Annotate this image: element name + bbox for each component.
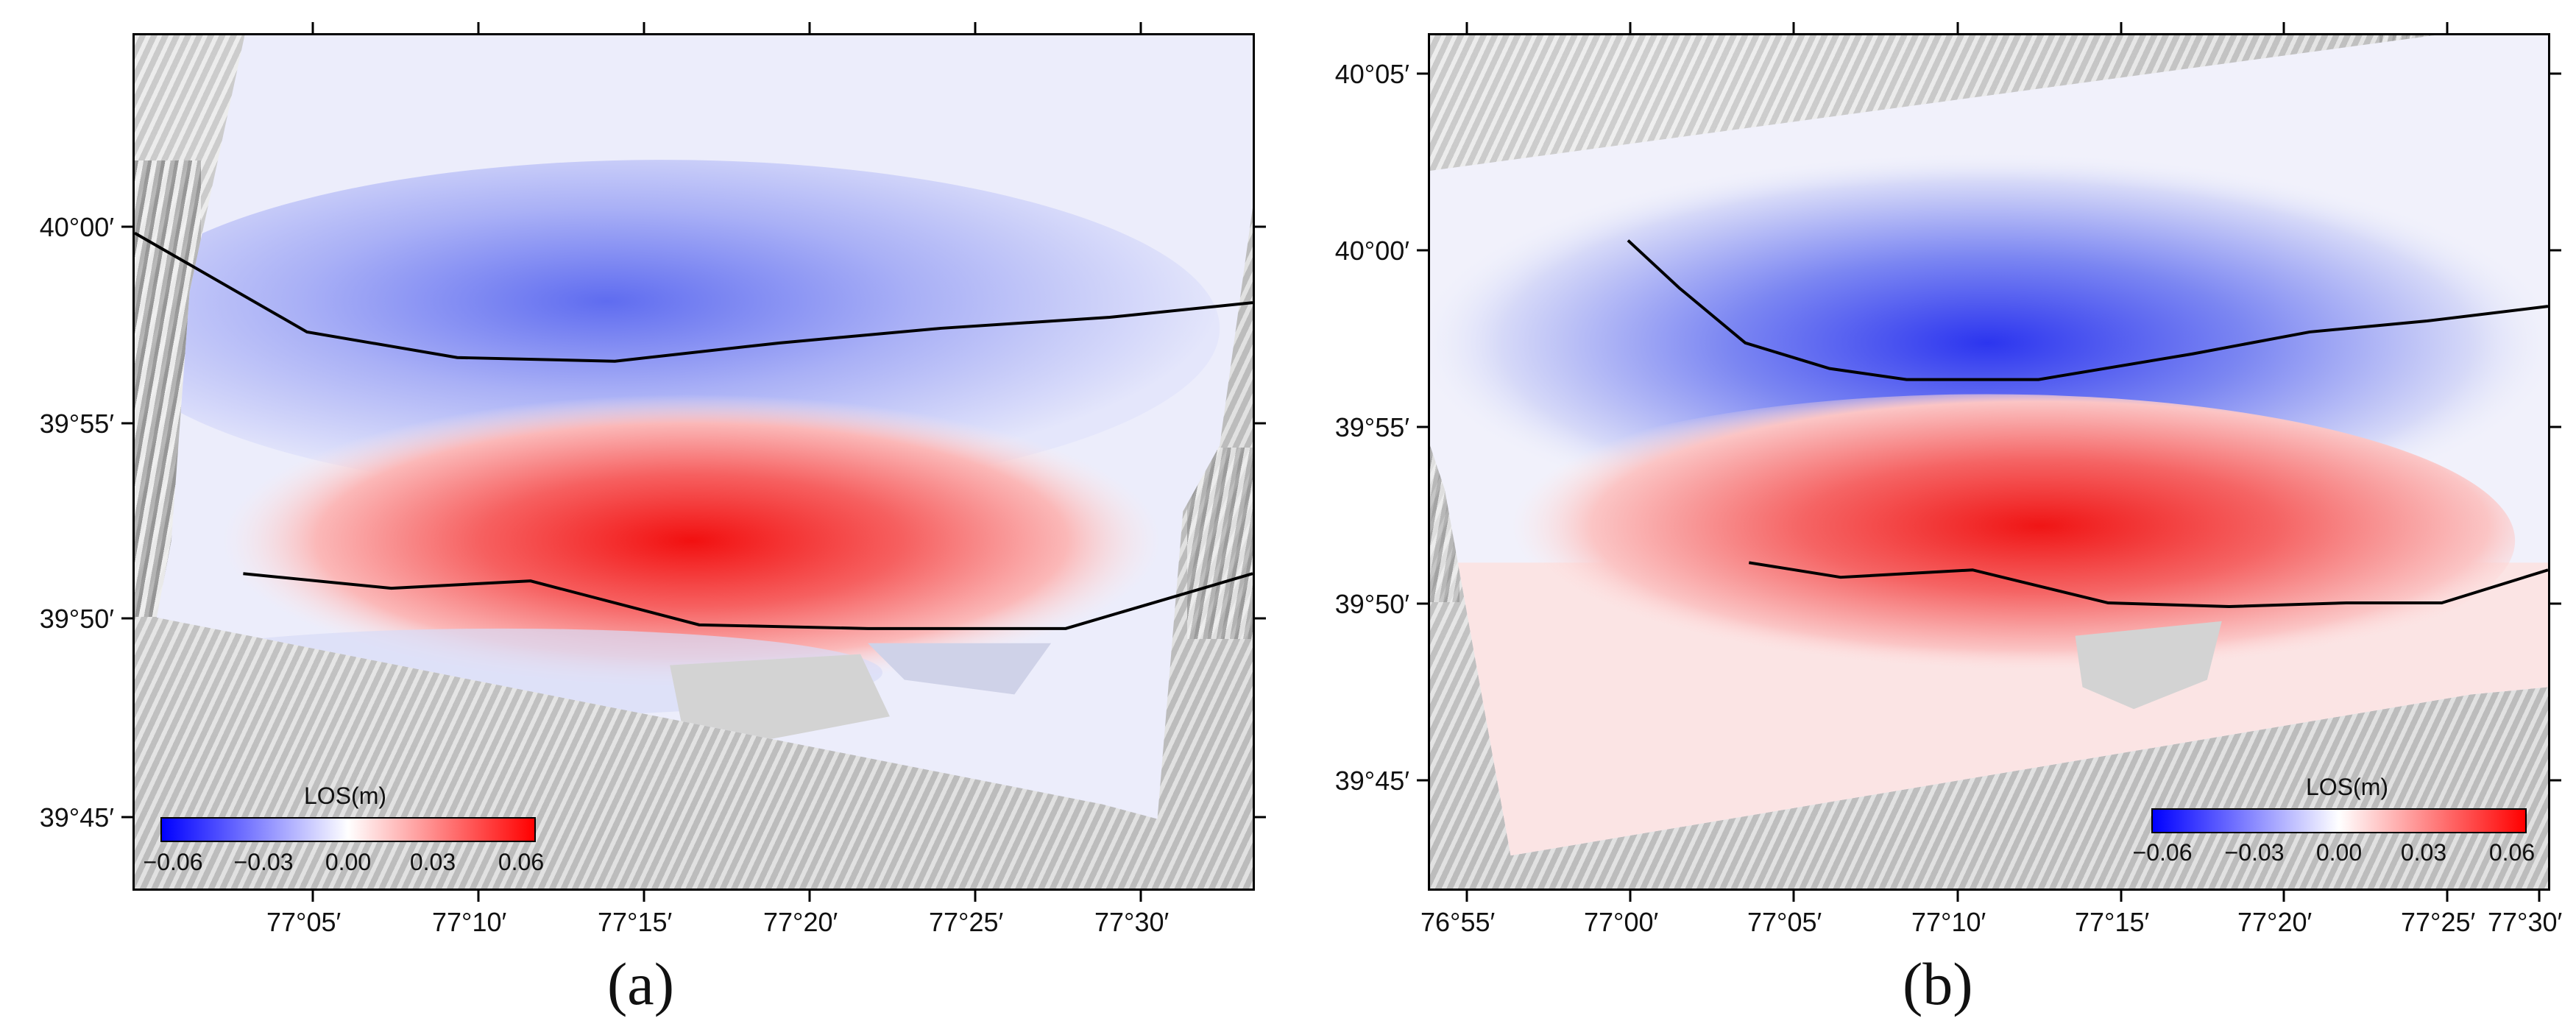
x-tick-label: 77°25′ <box>929 907 1004 937</box>
colorbar-title-a: LOS(m) <box>304 783 386 809</box>
axis-ticks-b <box>1417 22 2561 902</box>
colorbar-tick: −0.03 <box>2224 839 2285 866</box>
y-tick-label: 40°00′ <box>1334 236 1409 266</box>
colorbar-tick: 0.06 <box>498 849 545 875</box>
x-tick-label: 77°10′ <box>1911 907 1986 937</box>
colorbar-tick: −0.03 <box>233 849 294 875</box>
fault-trace-north-a <box>135 231 1253 363</box>
colorbar-b <box>2151 808 2527 833</box>
panel-a: LOS(m) −0.06 −0.03 0.00 0.03 0.06 77°05′… <box>39 22 1266 1017</box>
colorbar-tick: 0.00 <box>2315 839 2363 866</box>
map-frame-a: LOS(m) −0.06 −0.03 0.00 0.03 0.06 <box>132 33 1255 891</box>
x-tick-label: 77°05′ <box>266 907 342 937</box>
x-tick-label: 77°00′ <box>1584 907 1659 937</box>
y-tick-label: 39°55′ <box>1334 412 1409 442</box>
uplift-lobe-a <box>222 394 1161 688</box>
y-tick-label: 40°00′ <box>39 212 114 242</box>
colorbar-tick: 0.06 <box>2488 839 2536 866</box>
decorrelation-area-b <box>2075 621 2222 710</box>
fault-trace-north-b <box>1627 239 2548 381</box>
y-tick-label: 39°50′ <box>1334 589 1409 619</box>
panel-b: LOS(m) −0.06 −0.03 0.00 0.03 0.06 76°55′… <box>1288 0 2576 1035</box>
fault-trace-south-b <box>1748 561 2548 608</box>
colorbar-tick: 0.00 <box>325 849 372 875</box>
colorbar-tick: −0.06 <box>143 849 203 875</box>
colorbar-title-b: LOS(m) <box>2306 774 2388 800</box>
colorbar-tick: 0.03 <box>2400 839 2447 866</box>
y-tick-label: 39°45′ <box>39 802 114 833</box>
deformation-overlay-a <box>135 35 1253 819</box>
x-tick-label: 77°30′ <box>1094 907 1170 937</box>
axis-ticks-a <box>121 22 1266 902</box>
x-tick-label: 77°25′ <box>2401 907 2476 937</box>
fault-trace-south-a <box>243 572 1253 630</box>
y-tick-label: 39°45′ <box>1334 766 1409 796</box>
y-tick-label: 39°50′ <box>39 604 114 634</box>
x-tick-label: 77°15′ <box>2075 907 2150 937</box>
x-tick-label: 77°15′ <box>598 907 673 937</box>
colorbar-tick: −0.06 <box>2132 839 2193 866</box>
uplift-lobe-b <box>1459 394 2516 688</box>
los-swath-a <box>156 35 1253 819</box>
panel-label-b: (b) <box>1903 950 1973 1017</box>
deformation-overlay-b <box>1430 35 2548 856</box>
x-tick-label: 77°10′ <box>432 907 507 937</box>
x-tick-label: 76°55′ <box>1420 907 1496 937</box>
x-tick-label: 77°20′ <box>763 907 838 937</box>
x-tick-label: 77°20′ <box>2237 907 2313 937</box>
y-tick-label: 39°55′ <box>39 409 114 439</box>
subsidence-lobe-a <box>156 160 1220 497</box>
colorbar-a <box>160 817 536 842</box>
map-frame-b: LOS(m) −0.06 −0.03 0.00 0.03 0.06 <box>1428 33 2550 891</box>
x-tick-label: 77°05′ <box>1747 907 1822 937</box>
y-tick-label: 40°05′ <box>1334 59 1409 89</box>
x-tick-label: 77°30′ <box>2488 907 2563 937</box>
panel-label-a: (a) <box>607 950 675 1017</box>
colorbar-tick: 0.03 <box>409 849 456 875</box>
